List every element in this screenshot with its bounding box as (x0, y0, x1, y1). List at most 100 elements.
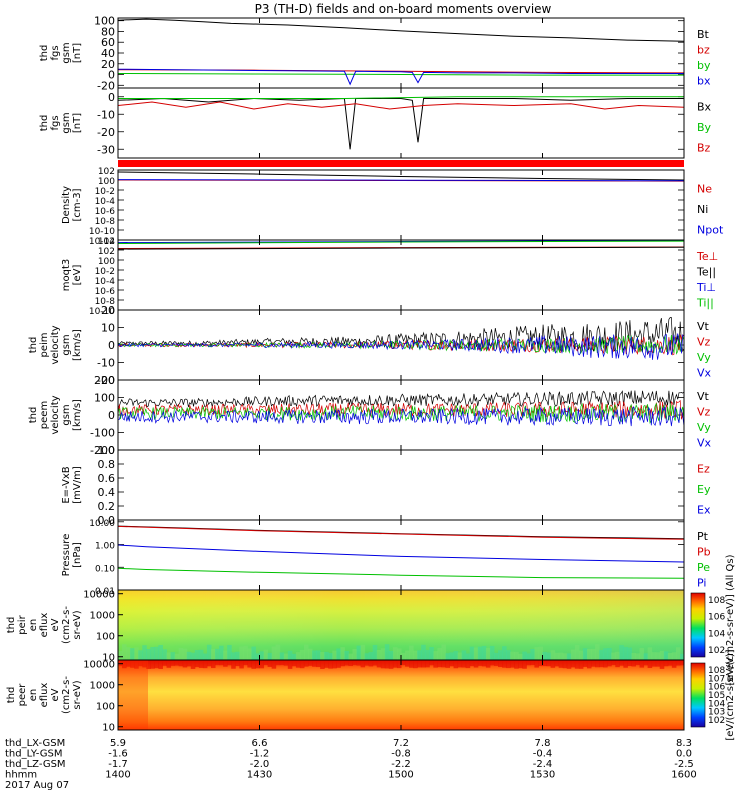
x-axis-value: -1.7 (108, 759, 128, 770)
y-tick-label: 10-12 (89, 237, 115, 247)
spectrogram-column (299, 649, 305, 660)
spectrogram-column (360, 644, 366, 660)
spectrogram-column (530, 649, 535, 660)
y-axis-label: gsm (61, 404, 72, 425)
spectrogram-column (582, 648, 588, 660)
spectrogram-column (134, 660, 139, 669)
series-line-vx (117, 406, 685, 427)
colorbar-tick-label: 103 (708, 708, 725, 718)
spectrogram-column (178, 660, 184, 667)
series-line-pt (117, 525, 685, 540)
spectrogram-column (247, 648, 252, 660)
y-tick-label: 10-4 (95, 277, 116, 287)
spectrogram-column (206, 644, 212, 660)
y-axis-label: gsm (61, 42, 72, 63)
spectrogram-column (526, 660, 531, 666)
legend-entry: By (697, 121, 712, 134)
legend-entry: bz (697, 43, 710, 56)
y-axis-label: gsm (61, 334, 72, 355)
spectrogram-column (340, 660, 345, 667)
x-axis-value: 8.3 (676, 738, 692, 749)
colorbar (690, 662, 706, 728)
spectrogram-column (251, 660, 256, 669)
spectrogram-column (320, 651, 325, 660)
spectrogram-column (413, 650, 418, 660)
legend-entry: Ey (697, 483, 711, 496)
spectrogram-column (344, 650, 349, 660)
spectrogram-column (473, 647, 479, 660)
spectrogram-column (498, 660, 503, 668)
spectrogram-column (291, 653, 297, 660)
panel-frame (117, 449, 685, 521)
spectrogram-column (582, 660, 588, 667)
x-axis-value: 7.2 (393, 738, 409, 749)
spectrogram-column (663, 651, 669, 660)
spectrogram-column (530, 660, 535, 666)
spectrogram-column (198, 660, 204, 668)
spectrogram-column (162, 649, 168, 660)
legend-entry: Bt (697, 28, 710, 41)
spectrogram-column (308, 648, 313, 660)
legend-entry: Ni (697, 203, 708, 216)
y-axis-label: eflux (39, 683, 50, 708)
x-axis-value: -2.4 (533, 759, 553, 770)
legend-entry: Vz (697, 405, 711, 418)
spectrogram-column (493, 660, 499, 666)
spectrogram-column (493, 652, 499, 660)
spectrogram-column (498, 650, 503, 660)
spectrogram-column (251, 646, 256, 660)
spectrogram-column (550, 660, 556, 668)
spectrogram-column (578, 660, 584, 669)
x-axis-value: 1500 (388, 770, 413, 781)
spectrogram-column (243, 660, 248, 666)
spectrogram-column (506, 650, 511, 660)
spectrogram-column (336, 660, 341, 668)
spectrogram-column (481, 660, 487, 667)
legend-entry: Pt (697, 530, 709, 543)
spectrogram-column (295, 660, 301, 668)
spectrogram-column (279, 652, 285, 660)
spectrogram-column (142, 645, 147, 660)
legend-entry: Ti|| (696, 296, 714, 309)
spectrogram-column (275, 644, 281, 660)
y-axis-label: eV (50, 618, 61, 631)
y-tick-label: 1.00 (95, 542, 115, 552)
spectrogram-column (623, 646, 628, 660)
series-line-bx (117, 97, 684, 150)
spectrogram-column (215, 660, 220, 666)
colorbar-tick-label: 106 (708, 613, 725, 623)
y-tick-label: -20 (97, 79, 115, 92)
panel-frame (117, 239, 685, 311)
spectrogram-column (562, 653, 568, 660)
spectrogram-column (182, 660, 188, 668)
spectrogram-column (283, 653, 289, 660)
y-tick-label: 10-4 (95, 197, 116, 207)
y-tick-label: -10 (97, 357, 115, 370)
spectrogram-column (312, 660, 317, 667)
y-axis-label: peir (17, 614, 28, 634)
spectrogram-column (336, 648, 341, 660)
spectrogram-column (502, 646, 507, 660)
spectrogram-column (219, 645, 224, 660)
spectrogram-column (372, 644, 378, 660)
spectrogram-column (429, 660, 434, 666)
x-axis-value: 1530 (530, 770, 555, 781)
spectrogram-column (562, 660, 568, 669)
x-axis-value: -1.2 (250, 749, 270, 760)
spectrogram-column (627, 660, 632, 666)
y-axis-label: thd (39, 115, 50, 132)
spectrogram-column (518, 653, 523, 660)
spectrogram-column (344, 660, 349, 666)
spectrogram-column (643, 653, 649, 660)
spectrogram-column (514, 651, 519, 660)
spectrogram-column (510, 660, 515, 668)
spectrogram-column (239, 646, 244, 660)
spectrogram-column (150, 660, 155, 669)
spectrogram-column (627, 647, 632, 660)
spectrogram-column (453, 660, 459, 669)
y-tick-label: 200 (94, 374, 115, 387)
spectrogram-column (352, 660, 358, 666)
spectrogram-column (215, 648, 220, 660)
